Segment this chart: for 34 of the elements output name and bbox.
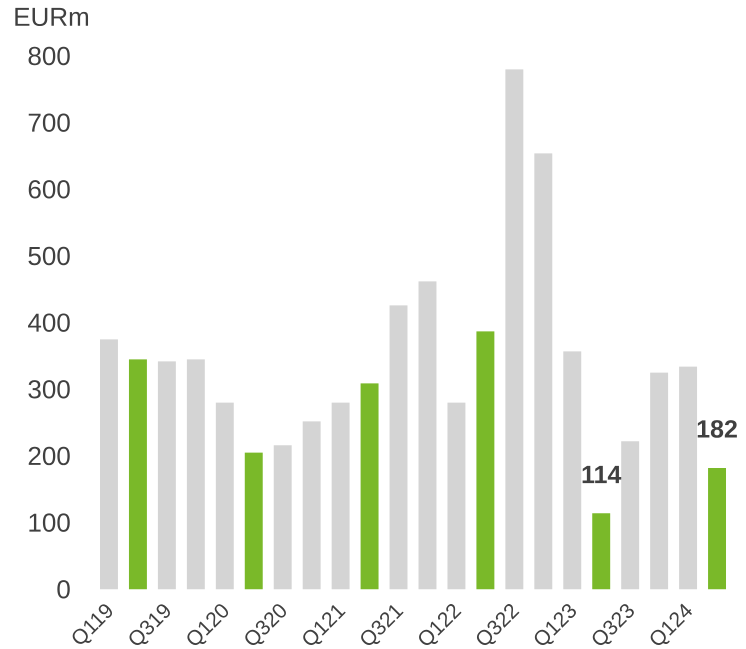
- bar: [592, 513, 610, 590]
- bar: [332, 402, 350, 590]
- y-tick-label: 200: [28, 446, 70, 466]
- bar: [158, 361, 176, 590]
- y-tick-label: 300: [28, 380, 70, 399]
- bar: [360, 383, 379, 590]
- y-tick-label: 800: [28, 46, 70, 66]
- data-label: 114: [582, 466, 622, 484]
- data-label: 182: [698, 420, 737, 438]
- y-tick-label: 700: [28, 113, 70, 132]
- y-tick-label: 600: [28, 180, 70, 199]
- bar: [390, 305, 408, 590]
- bar: [244, 452, 263, 590]
- bar: [100, 339, 118, 590]
- y-axis-title: EURm: [15, 8, 88, 26]
- y-tick-label: 0: [57, 580, 70, 598]
- y-tick-label: 500: [28, 246, 70, 266]
- bar: [274, 445, 292, 590]
- bar: [708, 468, 726, 590]
- y-tick-label: 100: [29, 513, 70, 532]
- bar: [128, 359, 147, 590]
- bar: [563, 351, 582, 590]
- bar: [418, 281, 436, 590]
- bar: [186, 359, 205, 590]
- bar: [505, 69, 524, 590]
- bar: [621, 441, 640, 590]
- bar: [534, 153, 552, 590]
- bar: [476, 331, 494, 590]
- bar: [216, 402, 234, 590]
- bar: [650, 372, 668, 590]
- bar: [302, 421, 321, 590]
- y-tick-label: 400: [28, 313, 70, 332]
- bar: [447, 402, 466, 590]
- bar: [679, 366, 698, 590]
